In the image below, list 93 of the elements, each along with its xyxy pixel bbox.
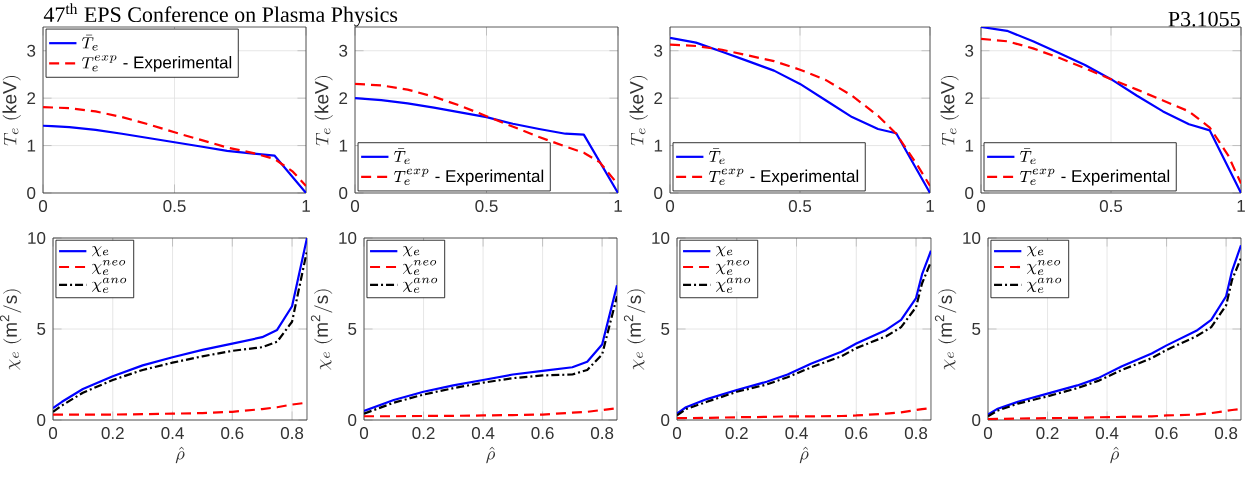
y-tick-label: 2 — [965, 92, 974, 105]
legend-label: $\chi_e^{ano}$ — [1026, 277, 1062, 293]
legend-label: $\bar{T}_e$ — [708, 148, 725, 165]
x-tick-label: 0.2 — [412, 427, 435, 440]
y-axis-title: $\chi_e\ (\mathrm{m^2/s})$ — [934, 289, 957, 370]
legend-label: $\chi_e^{ano}$ — [402, 277, 438, 293]
y-tick-label: 1 — [654, 139, 663, 152]
y-tick-label: 3 — [654, 44, 663, 57]
x-tick-label: 0 — [359, 427, 369, 440]
y-tick-label: 0 — [348, 414, 357, 427]
y-axis-title: $\chi_e\ (\mathrm{m^2/s})$ — [0, 289, 22, 370]
legend-label: $T_e^{exp}\textrm{ - Experimental}$ — [81, 55, 232, 72]
x-axis-title: $\hat{\rho}$ — [799, 446, 809, 464]
x-tick-label: 1 — [1237, 200, 1245, 212]
legend-label: $\bar{T}_e$ — [1019, 148, 1036, 165]
legend-label: $T_e^{exp}\textrm{ - Experimental}$ — [708, 168, 859, 186]
x-tick-label: 1 — [302, 200, 310, 212]
x-tick-label: 0.6 — [1155, 427, 1178, 440]
legend-label: $\chi_e$ — [402, 246, 420, 257]
legend-label: $\chi_e$ — [1026, 246, 1044, 257]
y-tick-label: 0 — [37, 414, 46, 427]
y-tick-label: 10 — [28, 232, 46, 245]
y-tick-label: 5 — [661, 323, 670, 335]
x-tick-label: 1 — [614, 200, 622, 212]
y-axis-title: $T_e\ (\mathrm{keV})$ — [2, 75, 21, 146]
x-tick-label: 0 — [672, 427, 682, 440]
x-tick-label: 0.5 — [163, 200, 186, 213]
line-series — [355, 97, 619, 193]
x-tick-label: 0.5 — [788, 200, 812, 213]
x-tick-label: 0.6 — [531, 427, 554, 440]
legend-label: $\chi_e^{ano}$ — [92, 277, 127, 293]
y-tick-label: 5 — [37, 323, 46, 335]
y-tick-label: 2 — [654, 92, 663, 105]
y-tick-label: 3 — [27, 44, 36, 57]
y-tick-label: 1 — [965, 139, 974, 152]
x-tick-label: 0.2 — [1036, 427, 1059, 440]
x-tick-label: 0.6 — [845, 427, 868, 440]
y-tick-label: 0 — [661, 414, 670, 427]
y-tick-label: 10 — [652, 232, 670, 245]
x-tick-label: 0.2 — [101, 427, 124, 440]
x-tick-label: 0.4 — [471, 427, 495, 440]
legend-label: $\bar{T}_e$ — [393, 148, 410, 165]
legend-label: $\chi_e^{ano}$ — [716, 277, 751, 293]
legend-label: $T_e^{exp}\textrm{ - Experimental}$ — [1019, 168, 1170, 186]
x-axis-title: $\hat{\rho}$ — [175, 446, 185, 464]
y-tick-label: 5 — [348, 323, 357, 335]
x-tick-label: 0.5 — [1099, 200, 1123, 213]
y-axis-title: $T_e\ (\mathrm{keV})$ — [940, 75, 959, 146]
y-tick-label: 0 — [654, 187, 663, 200]
x-tick-label: 0 — [983, 427, 993, 440]
y-tick-label: 3 — [965, 44, 974, 57]
y-tick-label: 1 — [339, 139, 348, 152]
x-tick-label: 0.5 — [475, 200, 498, 213]
x-tick-label: 0.8 — [280, 427, 304, 440]
y-tick-label: 2 — [339, 92, 348, 105]
x-tick-label: 0 — [48, 427, 58, 440]
legend-label: $\chi_e^{neo}$ — [716, 259, 750, 276]
x-tick-label: 0.6 — [221, 427, 244, 440]
line-series — [988, 407, 1241, 421]
legend-label: $\chi_e$ — [92, 246, 109, 257]
x-tick-label: 0.8 — [904, 427, 928, 440]
x-tick-label: 0.2 — [725, 427, 748, 440]
y-axis-title: $\chi_e\ (\mathrm{m^2/s})$ — [310, 289, 333, 370]
x-tick-label: 0.8 — [590, 427, 614, 440]
legend-label: $\chi_e^{neo}$ — [402, 259, 437, 276]
x-tick-label: 0.4 — [161, 427, 184, 440]
y-tick-label: 0 — [965, 187, 974, 200]
legend-label: $\bar{T}_e$ — [81, 34, 98, 51]
y-tick-label: 0 — [972, 414, 981, 427]
y-tick-label: 3 — [339, 44, 348, 57]
x-tick-label: 0.8 — [1214, 427, 1238, 440]
legend-label: $\chi_e$ — [716, 246, 733, 257]
y-axis-title: $\chi_e\ (\mathrm{m^2/s})$ — [623, 289, 646, 370]
y-tick-label: 0 — [339, 187, 348, 200]
legend-label: $T_e^{exp}\textrm{ - Experimental}$ — [393, 168, 544, 186]
text: P3.1055 — [1168, 11, 1240, 27]
y-tick-label: 1 — [27, 139, 36, 152]
x-axis-title: $\hat{\rho}$ — [486, 446, 496, 464]
x-tick-label: 1 — [926, 200, 934, 212]
y-tick-label: 5 — [972, 323, 981, 335]
legend-label: $\chi_e^{neo}$ — [92, 259, 126, 276]
x-axis-title: $\hat{\rho}$ — [1110, 446, 1120, 464]
x-tick-label: 0.4 — [1095, 427, 1119, 440]
x-tick-label: 0.4 — [785, 427, 808, 440]
legend-label: $\chi_e^{neo}$ — [1026, 259, 1061, 276]
y-tick-label: 2 — [27, 92, 36, 105]
y-tick-label: 0 — [27, 187, 36, 200]
line-series — [43, 106, 307, 187]
y-axis-title: $T_e\ (\mathrm{keV})$ — [629, 75, 648, 146]
text: 47$^{th}$ EPS Conference on Plasma Physics — [43, 3, 398, 27]
y-tick-label: 10 — [339, 232, 357, 245]
y-axis-title: $T_e\ (\mathrm{keV})$ — [314, 75, 333, 146]
y-tick-label: 10 — [963, 232, 981, 245]
